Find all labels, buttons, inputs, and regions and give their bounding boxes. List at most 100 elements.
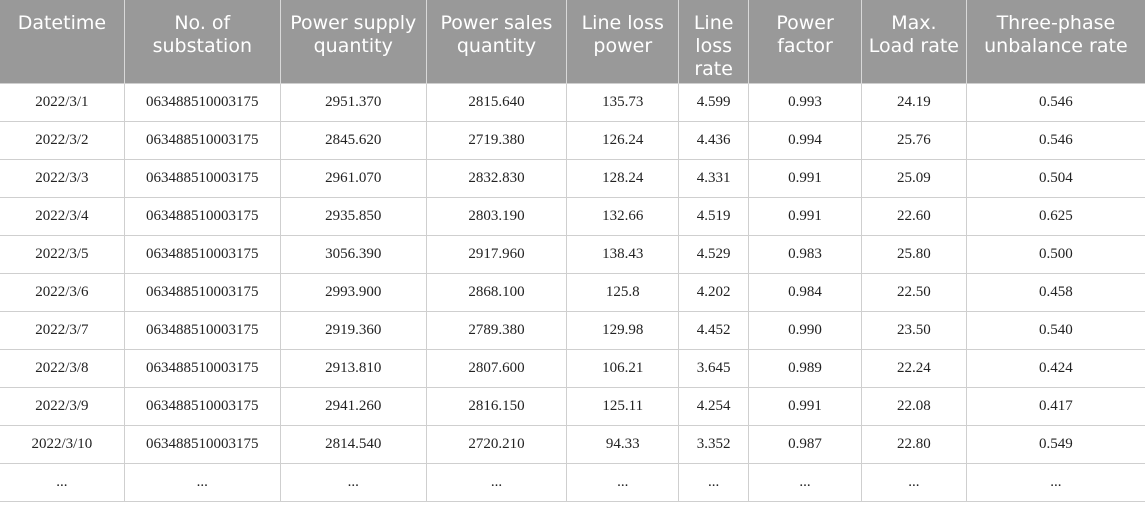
table-cell: 129.98 bbox=[566, 311, 680, 350]
table-row: 2022/3/9 063488510003175 2941.260 2816.150 1… bbox=[0, 387, 1145, 426]
table-cell: 4.202 bbox=[678, 273, 750, 312]
table-cell: 0.987 bbox=[748, 425, 863, 464]
column-header: Line loss power bbox=[566, 0, 680, 83]
table-cell: 2022/3/5 bbox=[0, 235, 125, 274]
table-cell: 22.80 bbox=[861, 425, 967, 464]
table-cell: 2022/3/4 bbox=[0, 197, 125, 236]
table-cell: 2845.620 bbox=[280, 121, 427, 160]
column-header: No. of substation bbox=[124, 0, 281, 83]
table-cell: 25.80 bbox=[861, 235, 967, 274]
column-header: Line loss rate bbox=[678, 0, 750, 83]
table-cell: 4.519 bbox=[678, 197, 750, 236]
table-cell: 063488510003175 bbox=[124, 235, 281, 274]
table-cell: 23.50 bbox=[861, 311, 967, 350]
header-row: Datetime No. of substation Power supply qu… bbox=[0, 0, 1145, 83]
table-cell: 3.352 bbox=[678, 425, 750, 464]
table-cell: ... bbox=[280, 463, 427, 502]
table-cell: 22.50 bbox=[861, 273, 967, 312]
table-cell: 0.458 bbox=[966, 273, 1145, 312]
table-cell: 2814.540 bbox=[280, 425, 427, 464]
table-cell: ... bbox=[426, 463, 568, 502]
table-cell: 2816.150 bbox=[426, 387, 568, 426]
table-cell: 2022/3/8 bbox=[0, 349, 125, 388]
table-row: ........................... bbox=[0, 463, 1145, 502]
table-cell: 2807.600 bbox=[426, 349, 568, 388]
column-header: Power sales quantity bbox=[426, 0, 568, 83]
table-cell: 0.546 bbox=[966, 82, 1145, 122]
table-cell: 4.331 bbox=[678, 159, 750, 198]
table-cell: 2832.830 bbox=[426, 159, 568, 198]
table-cell: 0.540 bbox=[966, 311, 1145, 350]
table-cell: 25.76 bbox=[861, 121, 967, 160]
table-cell: ... bbox=[748, 463, 863, 502]
table-cell: 22.24 bbox=[861, 349, 967, 388]
table-cell: 2719.380 bbox=[426, 121, 568, 160]
table-row: 2022/3/1 063488510003175 2951.370 2815.640 1… bbox=[0, 82, 1145, 122]
table-cell: 22.60 bbox=[861, 197, 967, 236]
table-row: 2022/3/8 063488510003175 2913.810 2807.600 1… bbox=[0, 349, 1145, 388]
table-cell: 0.991 bbox=[748, 387, 863, 426]
table-row: 2022/3/10 063488510003175 2814.540 2720.210… bbox=[0, 425, 1145, 464]
table-cell: 4.599 bbox=[678, 82, 750, 122]
table-cell: 132.66 bbox=[566, 197, 680, 236]
table-cell: 4.436 bbox=[678, 121, 750, 160]
table-cell: 125.11 bbox=[566, 387, 680, 426]
table-cell: 2803.190 bbox=[426, 197, 568, 236]
table-cell: 25.09 bbox=[861, 159, 967, 198]
table-cell: ... bbox=[0, 463, 125, 502]
table-cell: 2022/3/10 bbox=[0, 425, 125, 464]
table-cell: ... bbox=[566, 463, 680, 502]
table-cell: 063488510003175 bbox=[124, 349, 281, 388]
table-cell: 2789.380 bbox=[426, 311, 568, 350]
table-cell: 0.500 bbox=[966, 235, 1145, 274]
table-cell: 063488510003175 bbox=[124, 387, 281, 426]
table-cell: 22.08 bbox=[861, 387, 967, 426]
table-cell: 3056.390 bbox=[280, 235, 427, 274]
table-cell: 0.993 bbox=[748, 82, 863, 122]
table-row: 2022/3/7 063488510003175 2919.360 2789.380 1… bbox=[0, 311, 1145, 350]
table-cell: 0.549 bbox=[966, 425, 1145, 464]
table-cell: 135.73 bbox=[566, 82, 680, 122]
table-cell: 0.417 bbox=[966, 387, 1145, 426]
table-cell: 2022/3/9 bbox=[0, 387, 125, 426]
column-header: Three-phase unbalance rate bbox=[966, 0, 1145, 83]
table-cell: 063488510003175 bbox=[124, 425, 281, 464]
table-cell: 24.19 bbox=[861, 82, 967, 122]
table-cell: 94.33 bbox=[566, 425, 680, 464]
table-cell: 106.21 bbox=[566, 349, 680, 388]
table-cell: 4.254 bbox=[678, 387, 750, 426]
table-cell: 4.452 bbox=[678, 311, 750, 350]
table-cell: 128.24 bbox=[566, 159, 680, 198]
table-cell: 0.994 bbox=[748, 121, 863, 160]
table-row: 2022/3/5 063488510003175 3056.390 2917.960 1… bbox=[0, 235, 1145, 274]
table-cell: 0.991 bbox=[748, 159, 863, 198]
table-cell: 2022/3/1 bbox=[0, 82, 125, 122]
table-cell: ... bbox=[678, 463, 750, 502]
column-header: Power supply quantity bbox=[280, 0, 427, 83]
data-table: Datetime No. of substation Power supply qu… bbox=[0, 0, 1145, 502]
table-cell: 2951.370 bbox=[280, 82, 427, 122]
table-cell: 063488510003175 bbox=[124, 82, 281, 122]
table-cell: 2961.070 bbox=[280, 159, 427, 198]
table-row: 2022/3/6 063488510003175 2993.900 2868.100 1… bbox=[0, 273, 1145, 312]
column-header: Power factor bbox=[748, 0, 863, 83]
table-cell: 2993.900 bbox=[280, 273, 427, 312]
table-cell: 2868.100 bbox=[426, 273, 568, 312]
table-cell: 125.8 bbox=[566, 273, 680, 312]
table-cell: 0.625 bbox=[966, 197, 1145, 236]
table-cell: 2917.960 bbox=[426, 235, 568, 274]
table-cell: 138.43 bbox=[566, 235, 680, 274]
table-cell: 0.990 bbox=[748, 311, 863, 350]
table-cell: 063488510003175 bbox=[124, 159, 281, 198]
column-header: Datetime bbox=[0, 0, 125, 83]
table-cell: 2022/3/6 bbox=[0, 273, 125, 312]
table-cell: 0.984 bbox=[748, 273, 863, 312]
table-cell: ... bbox=[966, 463, 1145, 502]
table-cell: 063488510003175 bbox=[124, 197, 281, 236]
table-row: 2022/3/3 063488510003175 2961.070 2832.830 1… bbox=[0, 159, 1145, 198]
table-cell: 0.546 bbox=[966, 121, 1145, 160]
table-cell: 4.529 bbox=[678, 235, 750, 274]
table-header: Datetime No. of substation Power supply qu… bbox=[0, 0, 1145, 83]
table-cell: 126.24 bbox=[566, 121, 680, 160]
table-cell: 2935.850 bbox=[280, 197, 427, 236]
